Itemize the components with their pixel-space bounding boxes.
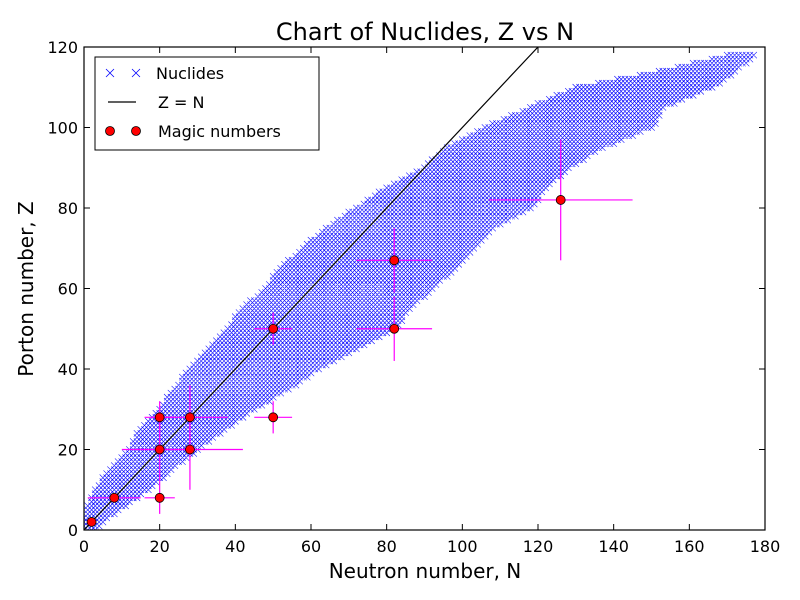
x-tick-label: 60 bbox=[301, 537, 321, 556]
y-tick-label: 100 bbox=[47, 119, 78, 138]
legend-x-marker bbox=[105, 68, 115, 78]
y-tick-label: 40 bbox=[58, 360, 78, 379]
legend-label: Magic numbers bbox=[158, 122, 281, 141]
legend-item: Nuclides bbox=[105, 64, 224, 83]
x-axis: 0 20 40 60 80 100 120 140 160 180 bbox=[79, 47, 780, 556]
y-tick-label: 80 bbox=[58, 199, 78, 218]
y-tick-label: 60 bbox=[58, 280, 78, 299]
chart-title: Chart of Nuclides, Z vs N bbox=[276, 18, 574, 46]
x-tick-label: 180 bbox=[750, 537, 781, 556]
magic-number-point bbox=[185, 412, 195, 423]
x-tick-label: 20 bbox=[149, 537, 169, 556]
y-axis: 0 20 40 60 80 100 120 bbox=[47, 38, 765, 540]
legend-item: Magic numbers bbox=[105, 122, 281, 141]
magic-number-point bbox=[86, 517, 97, 527]
magic-number-point bbox=[389, 255, 400, 266]
legend-circle-marker bbox=[105, 126, 115, 136]
magic-number-point bbox=[154, 444, 165, 455]
x-tick-label: 160 bbox=[674, 537, 705, 556]
legend-item: Z = N bbox=[108, 93, 205, 112]
magic-number-point bbox=[185, 444, 195, 455]
x-tick-label: 100 bbox=[447, 537, 478, 556]
x-tick-label: 80 bbox=[376, 537, 396, 556]
magic-number-point bbox=[109, 492, 120, 503]
x-tick-label: 140 bbox=[598, 537, 629, 556]
y-tick-label: 20 bbox=[58, 441, 78, 460]
y-tick-label: 0 bbox=[68, 521, 78, 540]
x-axis-label: Neutron number, N bbox=[329, 559, 522, 583]
magic-number-point bbox=[154, 492, 165, 503]
magic-number-point bbox=[555, 195, 566, 205]
x-tick-label: 40 bbox=[225, 537, 245, 556]
y-axis-label: Porton number, Z bbox=[14, 201, 38, 376]
x-tick-label: 0 bbox=[79, 537, 89, 556]
legend-label: Z = N bbox=[158, 93, 205, 112]
x-tick-label: 120 bbox=[523, 537, 554, 556]
legend-box bbox=[94, 56, 320, 151]
magic-number-point bbox=[389, 323, 400, 334]
legend-circle-marker bbox=[131, 126, 141, 136]
magic-number-point bbox=[268, 412, 279, 423]
legend-x-marker bbox=[131, 68, 141, 78]
legend: Nuclides Z = N Magic numbers bbox=[94, 56, 320, 151]
magic-number-point bbox=[268, 323, 279, 334]
magic-errorbars bbox=[87, 139, 633, 514]
magic-numbers-series bbox=[86, 195, 566, 527]
y-tick-label: 120 bbox=[47, 38, 78, 57]
legend-label: Nuclides bbox=[156, 64, 224, 83]
magic-number-point bbox=[154, 412, 165, 423]
